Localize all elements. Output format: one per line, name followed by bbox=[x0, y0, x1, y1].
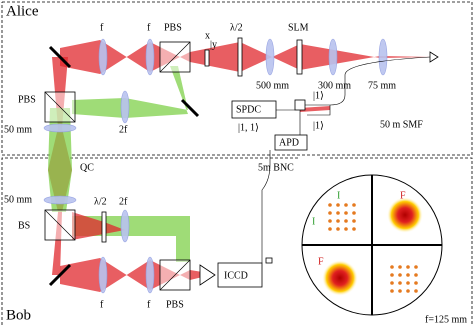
label: λ/2 bbox=[94, 196, 107, 207]
label: 2f bbox=[119, 196, 128, 207]
inset-label: I bbox=[312, 216, 315, 227]
label: 2f bbox=[119, 124, 128, 135]
labels: Alice f f PBS x |y λ/2 SLM 500 mm 300 mm… bbox=[4, 3, 467, 325]
label: QC bbox=[80, 162, 94, 173]
label: PBS bbox=[164, 22, 182, 33]
label: 300 mm bbox=[318, 80, 351, 91]
label: f bbox=[100, 22, 104, 33]
label: 50 m SMF bbox=[380, 119, 423, 130]
inset-label: I bbox=[337, 190, 340, 201]
label: |1, 1⟩ bbox=[238, 122, 259, 133]
label: SPDC bbox=[236, 104, 261, 115]
label: |1⟩ bbox=[313, 120, 324, 131]
label: BS bbox=[18, 220, 30, 231]
label: ICCD bbox=[224, 270, 248, 281]
label: f=125 mm bbox=[425, 314, 467, 325]
label: x bbox=[205, 30, 210, 41]
inset bbox=[301, 174, 443, 316]
alice-border bbox=[1, 1, 473, 156]
section-label: Bob bbox=[6, 307, 31, 323]
label: PBS bbox=[18, 94, 36, 105]
label: 5m BNC bbox=[258, 162, 294, 173]
label: f bbox=[147, 22, 151, 33]
label: 50 mm bbox=[4, 124, 32, 135]
inset-label: F bbox=[400, 190, 406, 201]
mirrors bbox=[48, 45, 200, 287]
label: f bbox=[100, 299, 104, 310]
section-label: Alice bbox=[6, 3, 39, 19]
label: APD bbox=[279, 137, 299, 148]
label: |1⟩ bbox=[313, 90, 324, 101]
label: f bbox=[147, 299, 151, 310]
label: |y bbox=[210, 39, 217, 50]
label: 500 mm bbox=[256, 80, 289, 91]
bob-border bbox=[1, 157, 473, 325]
inset-label: F bbox=[318, 256, 324, 267]
label: 50 mm bbox=[4, 194, 32, 205]
label: 75 mm bbox=[368, 80, 396, 91]
label: λ/2 bbox=[230, 22, 243, 33]
label: SLM bbox=[288, 22, 309, 33]
components bbox=[44, 37, 439, 291]
lenses bbox=[43, 38, 388, 294]
label: PBS bbox=[166, 299, 184, 310]
